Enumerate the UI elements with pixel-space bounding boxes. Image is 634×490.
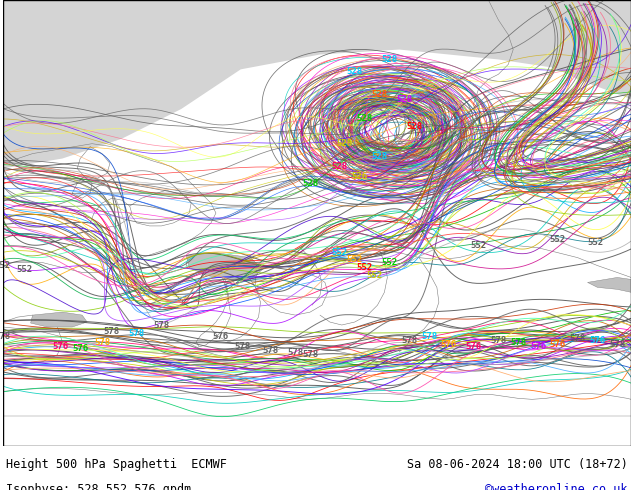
Text: 576: 576	[441, 341, 457, 349]
Text: 578: 578	[609, 341, 625, 349]
Text: 528: 528	[337, 139, 353, 148]
Text: 552: 552	[356, 263, 373, 272]
Text: 552: 552	[332, 248, 348, 257]
Text: 552: 552	[347, 255, 363, 264]
Text: 578: 578	[287, 348, 303, 357]
Text: 526: 526	[351, 172, 368, 181]
Text: 576: 576	[72, 344, 88, 353]
Text: 552: 552	[366, 271, 382, 280]
Text: 576: 576	[213, 332, 229, 342]
Text: 528: 528	[332, 162, 348, 171]
Text: 578: 578	[104, 327, 120, 337]
Text: 552: 552	[470, 241, 486, 250]
Text: 578: 578	[421, 332, 437, 342]
Text: 552: 552	[16, 265, 33, 274]
Text: 528: 528	[372, 90, 387, 98]
Text: 578: 578	[129, 329, 145, 339]
Text: 552: 552	[0, 261, 11, 270]
Text: 578: 578	[153, 320, 169, 329]
Text: 576: 576	[550, 341, 566, 349]
Text: 578: 578	[262, 346, 278, 355]
Polygon shape	[588, 277, 631, 293]
Text: 578: 578	[302, 350, 318, 359]
Text: 528: 528	[396, 95, 412, 103]
Text: 528: 528	[406, 122, 422, 131]
Text: 552: 552	[550, 235, 566, 245]
Text: Height 500 hPa Spaghetti  ECMWF: Height 500 hPa Spaghetti ECMWF	[6, 458, 227, 471]
Text: ©weatheronline.co.uk: ©weatheronline.co.uk	[485, 483, 628, 490]
Text: 578: 578	[490, 336, 507, 345]
Polygon shape	[479, 0, 631, 99]
Text: 552: 552	[381, 258, 398, 267]
Text: 528: 528	[347, 67, 363, 76]
Text: 528: 528	[372, 152, 387, 161]
Text: 578: 578	[94, 339, 110, 347]
Text: Sa 08-06-2024 18:00 UTC (18+72): Sa 08-06-2024 18:00 UTC (18+72)	[407, 458, 628, 471]
Text: 576: 576	[465, 343, 482, 351]
Text: 576: 576	[530, 343, 546, 351]
Text: 528: 528	[381, 55, 398, 64]
Text: 528: 528	[302, 179, 318, 188]
Text: 578: 578	[235, 343, 250, 351]
Text: 576: 576	[52, 343, 68, 351]
Text: 578: 578	[569, 334, 586, 343]
Polygon shape	[3, 0, 631, 169]
Text: 578: 578	[510, 339, 526, 347]
Text: 528: 528	[356, 114, 373, 123]
Text: 578: 578	[401, 336, 417, 345]
Polygon shape	[30, 312, 87, 327]
Text: 576: 576	[590, 336, 605, 345]
Text: 552: 552	[587, 238, 604, 247]
Polygon shape	[186, 253, 262, 279]
Text: 578: 578	[0, 332, 11, 342]
Text: Isophyse: 528 552 576 gpdm: Isophyse: 528 552 576 gpdm	[6, 483, 191, 490]
